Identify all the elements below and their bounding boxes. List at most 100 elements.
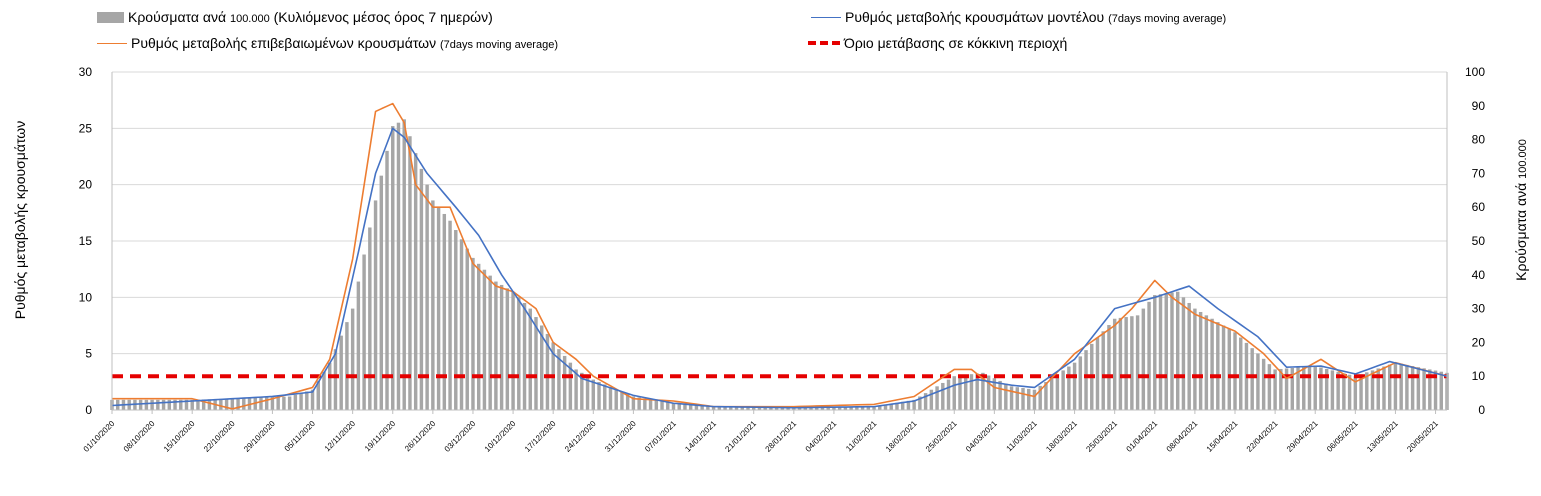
- bar: [373, 200, 378, 410]
- bar: [929, 389, 934, 410]
- bar: [293, 394, 298, 410]
- y-tick-label-right: 40: [1472, 268, 1486, 282]
- bar: [1319, 367, 1323, 410]
- bar: [1422, 368, 1426, 410]
- bar: [190, 399, 194, 410]
- bar: [522, 302, 527, 410]
- bar: [631, 396, 636, 410]
- bar: [1256, 353, 1260, 410]
- bar: [711, 406, 716, 410]
- bar: [144, 399, 149, 410]
- bar: [368, 227, 372, 410]
- bar: [694, 405, 699, 410]
- bar: [1055, 374, 1060, 410]
- bar: [276, 396, 280, 410]
- bar: [465, 248, 469, 410]
- bar: [683, 404, 687, 410]
- bar: [614, 389, 618, 410]
- bar: [150, 399, 154, 410]
- bar: [1428, 369, 1432, 410]
- bar: [912, 399, 916, 410]
- bar: [287, 396, 292, 410]
- legend-bars: Κρούσματα ανά 100.000 (Κυλιόμενος μέσος …: [97, 9, 493, 25]
- bar: [448, 220, 452, 410]
- x-tick-label: 12/11/2020: [323, 419, 358, 454]
- bar: [385, 150, 389, 410]
- bar: [986, 375, 991, 410]
- y-axis-left-label: Ρυθμός μεταβολής κρουσμάτων: [12, 120, 28, 320]
- bar: [1112, 318, 1117, 410]
- bar: [843, 406, 848, 410]
- bar: [1439, 371, 1443, 410]
- bar: [666, 402, 670, 410]
- x-tick-label: 05/11/2020: [283, 419, 318, 454]
- bar: [1153, 295, 1157, 410]
- bar: [1130, 316, 1134, 410]
- x-tick-label: 17/12/2020: [523, 419, 558, 454]
- bar: [1353, 376, 1358, 410]
- y-tick-label-right: 100: [1465, 65, 1485, 79]
- bar: [471, 257, 475, 410]
- series-line-confirmed: [112, 102, 1448, 410]
- bar: [482, 269, 487, 410]
- x-tick-label: 15/10/2020: [162, 419, 197, 454]
- bar: [820, 406, 825, 410]
- bar: [299, 393, 303, 410]
- bar: [1284, 368, 1289, 410]
- bar: [1141, 308, 1146, 410]
- bar: [1227, 328, 1231, 410]
- bar: [1078, 356, 1083, 410]
- bar: [310, 389, 315, 410]
- bar: [1302, 367, 1306, 410]
- x-tick-label: 19/11/2020: [363, 419, 398, 454]
- bar: [855, 406, 859, 410]
- bar: [1009, 386, 1014, 410]
- bar: [350, 308, 355, 410]
- bar: [442, 213, 447, 410]
- y-tick-label-left: 5: [85, 347, 92, 361]
- bar: [958, 375, 962, 410]
- bar: [328, 362, 332, 410]
- bar: [1038, 385, 1042, 410]
- x-tick-label: 24/12/2020: [563, 419, 598, 454]
- bar: [1336, 371, 1340, 410]
- bar: [734, 406, 739, 410]
- bar: [528, 308, 532, 410]
- bar: [1216, 322, 1220, 410]
- x-tick-label: 11/02/2021: [844, 419, 879, 454]
- bar: [706, 406, 710, 410]
- bar: [946, 379, 951, 410]
- bar: [316, 380, 320, 410]
- bar: [517, 297, 521, 410]
- bar: [413, 153, 418, 410]
- x-tick-label: 31/12/2020: [603, 419, 638, 454]
- bar: [878, 405, 882, 410]
- legend-confirmed-label: Ρυθμός μεταβολής επιβεβαιωμένων κρουσμάτ…: [131, 35, 437, 51]
- bar: [1067, 366, 1071, 410]
- x-tick-label: 07/01/2021: [643, 419, 678, 454]
- bar: [391, 126, 395, 410]
- bar: [608, 386, 613, 410]
- bar: [963, 374, 968, 410]
- bar: [883, 404, 888, 410]
- bar: [603, 384, 607, 410]
- bar: [1032, 389, 1037, 410]
- bar: [1021, 388, 1025, 410]
- bar: [161, 399, 166, 410]
- bar: [1233, 332, 1237, 410]
- bar: [201, 399, 206, 410]
- bar: [1261, 358, 1266, 410]
- bar: [138, 399, 143, 410]
- bar: [1365, 372, 1369, 410]
- bar: [752, 406, 756, 410]
- bar: [173, 399, 177, 410]
- bar: [1198, 311, 1203, 410]
- x-tick-label: 08/04/2021: [1165, 419, 1200, 454]
- bar: [918, 396, 922, 410]
- bar: [1405, 364, 1409, 410]
- bar: [1359, 374, 1363, 410]
- bar: [236, 398, 240, 410]
- bar: [1175, 291, 1180, 410]
- bar: [1027, 388, 1031, 411]
